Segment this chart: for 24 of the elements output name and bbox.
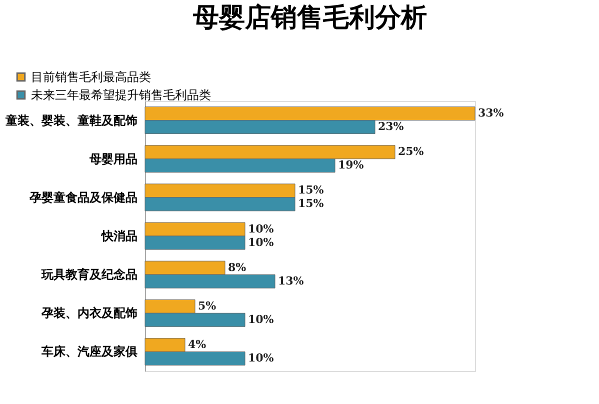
y-tick-label: 车床、汽座及家俱: [40, 344, 138, 359]
data-label: 5%: [198, 299, 217, 312]
chart-title: 母婴店销售毛利分析: [192, 3, 427, 33]
data-label: 10%: [248, 222, 274, 236]
data-label: 15%: [298, 184, 324, 197]
data-label: 4%: [188, 338, 207, 351]
y-tick-label: 母婴用品: [88, 152, 138, 166]
data-label: 15%: [298, 197, 324, 210]
data-label: 25%: [398, 145, 424, 158]
data-label: 10%: [248, 312, 274, 326]
y-tick-label: 孕装、内衣及配饰: [40, 306, 138, 320]
data-label: 10%: [248, 351, 274, 364]
y-tick-label: 玩具教育及纪念品: [40, 268, 138, 282]
y-tick-label: 童装、婴装、童鞋及配饰: [4, 113, 138, 128]
data-label: 19%: [338, 158, 364, 172]
data-label: 10%: [248, 236, 274, 249]
data-label: 8%: [228, 260, 247, 274]
legend-label: 目前销售毛利最高品类: [31, 70, 151, 84]
legend-label: 未来三年最希望提升销售毛利品类: [31, 88, 211, 102]
y-tick-label: 快消品: [100, 229, 138, 243]
y-tick-label: 孕婴童食品及保健品: [28, 190, 138, 204]
data-label: 33%: [478, 106, 504, 120]
data-label: 23%: [378, 120, 404, 134]
data-label: 13%: [278, 274, 304, 288]
